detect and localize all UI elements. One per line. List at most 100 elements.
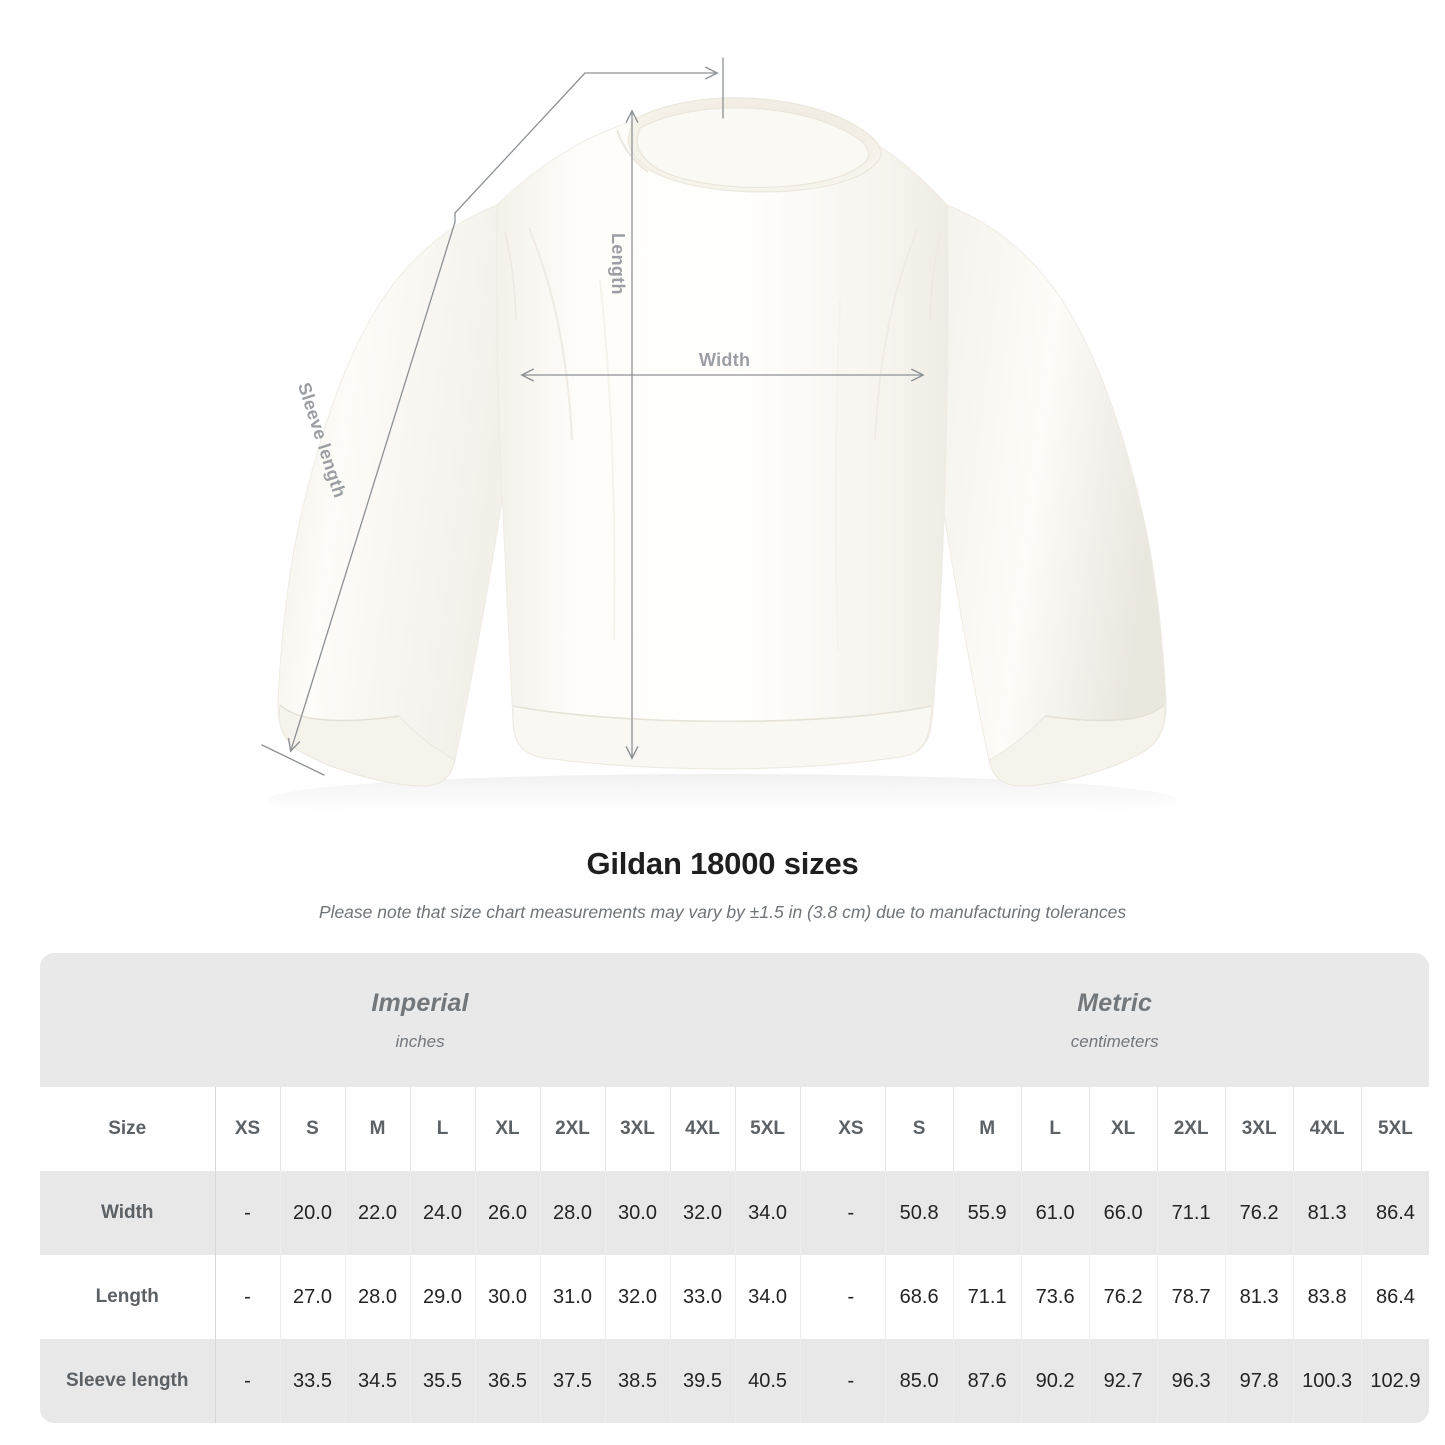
cell-width-imperial-m: 22.0 <box>345 1171 411 1255</box>
cell-width-metric-xl: 66.0 <box>1089 1171 1158 1255</box>
cell-length-imperial-l: 29.0 <box>410 1255 476 1339</box>
header-metric-m: M <box>953 1087 1022 1171</box>
header-imperial-l: L <box>410 1087 476 1171</box>
width-measure-label: Width <box>699 350 751 370</box>
unit-banner-row: Imperial inches Metric centimeters <box>40 953 1430 1087</box>
row-separator <box>800 1339 818 1423</box>
cell-width-metric-m: 55.9 <box>953 1171 1022 1255</box>
cell-length-metric-xs: - <box>817 1255 886 1339</box>
cell-width-imperial-3xl: 30.0 <box>605 1171 671 1255</box>
row-separator <box>800 1171 818 1255</box>
cell-width-imperial-l: 24.0 <box>410 1171 476 1255</box>
size-header-row: Size XS S M L XL 2XL 3XL 4XL 5XL XS S M … <box>40 1087 1430 1171</box>
header-imperial-m: M <box>345 1087 411 1171</box>
cell-length-metric-2xl: 78.7 <box>1157 1255 1226 1339</box>
cell-width-metric-s: 50.8 <box>885 1171 954 1255</box>
header-metric-l: L <box>1021 1087 1090 1171</box>
unit-separator <box>800 1087 818 1171</box>
cell-width-metric-l: 61.0 <box>1021 1171 1090 1255</box>
size-chart-table-wrap: Imperial inches Metric centimeters Size … <box>40 953 1430 1423</box>
cell-sleeve-imperial-xl: 36.5 <box>475 1339 541 1423</box>
cell-sleeve-metric-xl: 92.7 <box>1089 1339 1158 1423</box>
cell-sleeve-metric-s: 85.0 <box>885 1339 954 1423</box>
cell-length-imperial-xs: - <box>215 1255 281 1339</box>
cell-length-metric-s: 68.6 <box>885 1255 954 1339</box>
cell-width-metric-2xl: 71.1 <box>1157 1171 1226 1255</box>
garment-diagram: Length Width Sleeve length <box>261 57 1177 826</box>
cell-sleeve-metric-xs: - <box>817 1339 886 1423</box>
sweatshirt-illustration <box>261 57 1177 826</box>
table-row: Width - 20.0 22.0 24.0 26.0 28.0 30.0 32… <box>40 1171 1430 1255</box>
row-label-sleeve-length: Sleeve length <box>40 1339 216 1423</box>
header-imperial-2xl: 2XL <box>540 1087 606 1171</box>
cell-width-imperial-2xl: 28.0 <box>540 1171 606 1255</box>
metric-unit-sub: centimeters <box>1070 1031 1159 1051</box>
cell-length-metric-4xl: 83.8 <box>1293 1255 1362 1339</box>
cell-sleeve-imperial-5xl: 40.5 <box>735 1339 801 1423</box>
cell-sleeve-metric-m: 87.6 <box>953 1339 1022 1423</box>
cell-sleeve-imperial-l: 35.5 <box>410 1339 476 1423</box>
cell-sleeve-imperial-s: 33.5 <box>280 1339 346 1423</box>
header-metric-5xl: 5XL <box>1361 1087 1430 1171</box>
header-imperial-5xl: 5XL <box>735 1087 801 1171</box>
cell-length-imperial-s: 27.0 <box>280 1255 346 1339</box>
table-row: Length - 27.0 28.0 29.0 30.0 31.0 32.0 3… <box>40 1255 1430 1339</box>
cell-length-imperial-3xl: 32.0 <box>605 1255 671 1339</box>
cell-length-metric-5xl: 86.4 <box>1361 1255 1430 1339</box>
cell-width-metric-4xl: 81.3 <box>1293 1171 1362 1255</box>
cell-sleeve-imperial-2xl: 37.5 <box>540 1339 606 1423</box>
cell-length-imperial-2xl: 31.0 <box>540 1255 606 1339</box>
length-measure-label: Length <box>608 233 628 295</box>
cell-width-imperial-5xl: 34.0 <box>735 1171 801 1255</box>
header-imperial-s: S <box>280 1087 346 1171</box>
header-size-label: Size <box>40 1087 216 1171</box>
cell-width-metric-3xl: 76.2 <box>1225 1171 1294 1255</box>
cell-length-metric-m: 71.1 <box>953 1255 1022 1339</box>
table-row: Sleeve length - 33.5 34.5 35.5 36.5 37.5… <box>40 1339 1430 1423</box>
cell-length-imperial-4xl: 33.0 <box>670 1255 736 1339</box>
row-label-width: Width <box>40 1171 216 1255</box>
cell-length-metric-l: 73.6 <box>1021 1255 1090 1339</box>
cell-width-metric-xs: - <box>817 1171 886 1255</box>
cell-length-imperial-xl: 30.0 <box>475 1255 541 1339</box>
row-label-length: Length <box>40 1255 216 1339</box>
cell-sleeve-imperial-m: 34.5 <box>345 1339 411 1423</box>
header-imperial-3xl: 3XL <box>605 1087 671 1171</box>
cell-sleeve-imperial-4xl: 39.5 <box>670 1339 736 1423</box>
imperial-unit-cell: Imperial inches <box>40 953 801 1087</box>
cell-sleeve-imperial-xs: - <box>215 1339 281 1423</box>
header-metric-3xl: 3XL <box>1225 1087 1294 1171</box>
tolerance-note: Please note that size chart measurements… <box>318 902 1127 922</box>
cell-sleeve-metric-5xl: 102.9 <box>1361 1339 1430 1423</box>
header-imperial-4xl: 4XL <box>670 1087 736 1171</box>
row-separator <box>800 1255 818 1339</box>
cell-sleeve-imperial-3xl: 38.5 <box>605 1339 671 1423</box>
header-metric-s: S <box>885 1087 954 1171</box>
cell-sleeve-metric-4xl: 100.3 <box>1293 1339 1362 1423</box>
cell-length-imperial-m: 28.0 <box>345 1255 411 1339</box>
cell-length-imperial-5xl: 34.0 <box>735 1255 801 1339</box>
cell-length-metric-xl: 76.2 <box>1089 1255 1158 1339</box>
cell-width-imperial-xl: 26.0 <box>475 1171 541 1255</box>
header-metric-xl: XL <box>1089 1087 1158 1171</box>
header-metric-xs: XS <box>817 1087 886 1171</box>
header-metric-2xl: 2XL <box>1157 1087 1226 1171</box>
cell-sleeve-metric-l: 90.2 <box>1021 1339 1090 1423</box>
header-imperial-xl: XL <box>475 1087 541 1171</box>
cell-width-imperial-s: 20.0 <box>280 1171 346 1255</box>
cell-width-imperial-4xl: 32.0 <box>670 1171 736 1255</box>
metric-unit-cell: Metric centimeters <box>800 953 1430 1087</box>
metric-unit-name: Metric <box>1077 988 1153 1017</box>
cell-sleeve-metric-2xl: 96.3 <box>1157 1339 1226 1423</box>
cell-width-metric-5xl: 86.4 <box>1361 1171 1430 1255</box>
size-chart-table: Imperial inches Metric centimeters Size … <box>40 953 1430 1423</box>
cell-length-metric-3xl: 81.3 <box>1225 1255 1294 1339</box>
cell-width-imperial-xs: - <box>215 1171 281 1255</box>
header-metric-4xl: 4XL <box>1293 1087 1362 1171</box>
imperial-unit-name: Imperial <box>371 988 469 1017</box>
title-block: Gildan 18000 sizes Please note that size… <box>0 838 1445 923</box>
cell-sleeve-metric-3xl: 97.8 <box>1225 1339 1294 1423</box>
page-title: Gildan 18000 sizes <box>586 846 859 881</box>
imperial-unit-sub: inches <box>395 1031 445 1051</box>
header-imperial-xs: XS <box>215 1087 281 1171</box>
